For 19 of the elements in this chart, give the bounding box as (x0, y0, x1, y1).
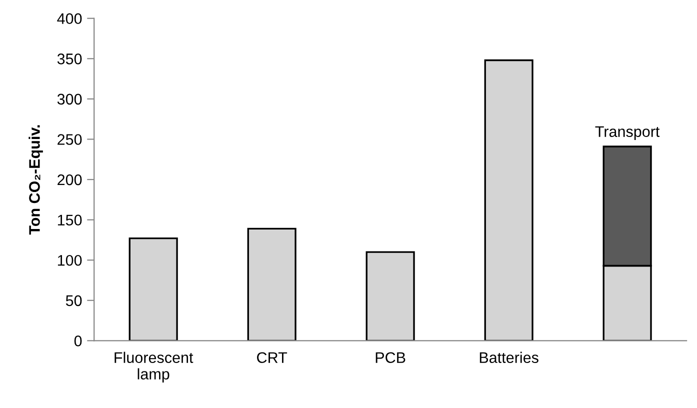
x-tick-label: PCB (376, 352, 406, 364)
y-tick-label: 250 (58, 134, 82, 145)
y-tick-label: 100 (58, 254, 82, 266)
bar (128, 238, 178, 341)
bar (247, 228, 296, 341)
y-tick-label: 50 (66, 295, 82, 306)
y-tick-label: 0 (74, 336, 82, 346)
bar (366, 251, 415, 341)
x-tick-label: Batteries (480, 352, 538, 364)
y-tick-label: 350 (57, 54, 82, 64)
y-tick-label: 400 (57, 13, 82, 24)
y-tick-label: 200 (58, 174, 82, 186)
bar (484, 59, 534, 341)
x-tick-label: CRT (257, 352, 288, 364)
y-tick-label: 150 (58, 214, 82, 226)
y-tick-label: 300 (57, 94, 82, 105)
x-tick-label: Fluorescent lamp (114, 352, 194, 382)
series-label: Transport (595, 126, 660, 140)
y-axis-title: Ton CO₂-Equiv. (28, 125, 43, 235)
